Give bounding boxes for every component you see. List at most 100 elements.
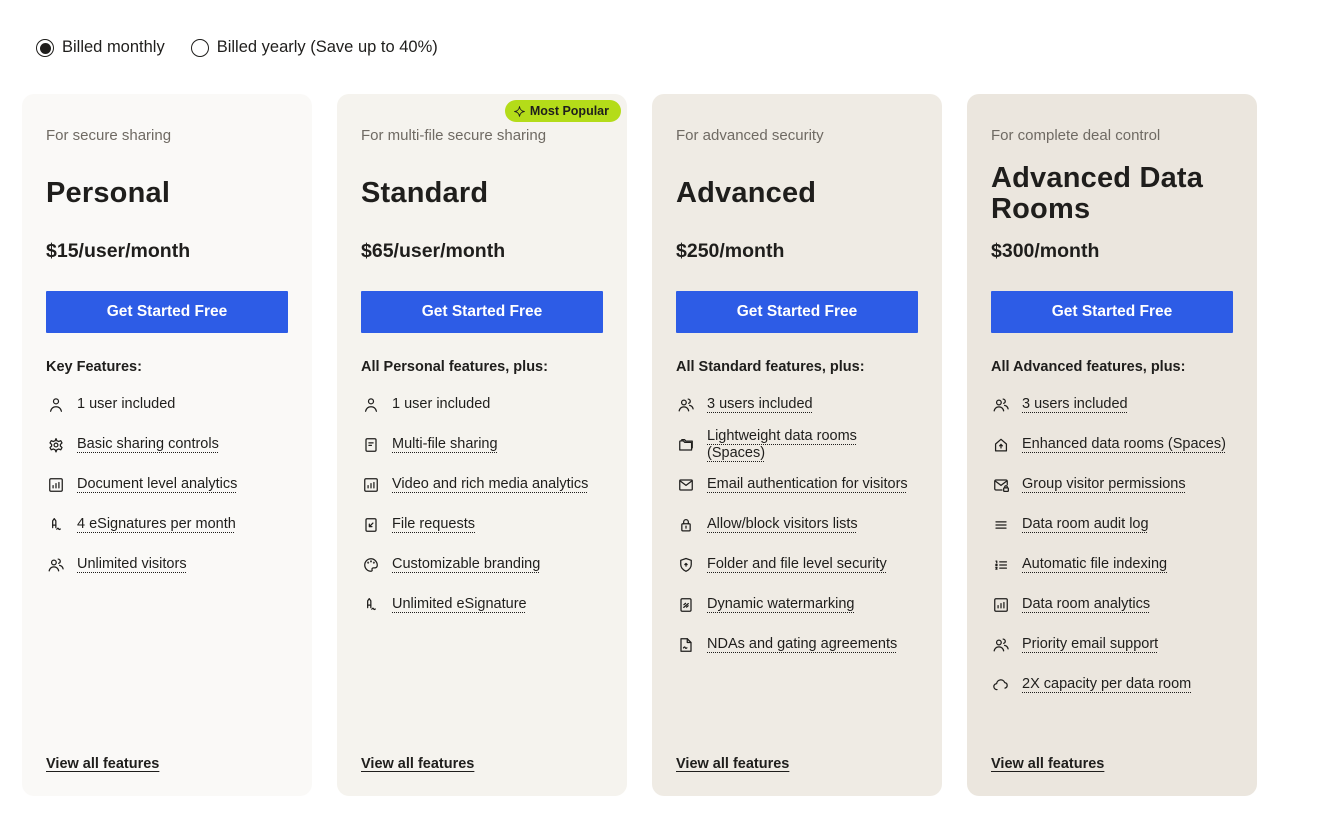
view-all-features-link[interactable]: View all features <box>991 756 1105 772</box>
feature-label[interactable]: Lightweight data rooms (Spaces) <box>707 427 857 461</box>
feature-label[interactable]: Allow/block visitors lists <box>707 516 858 533</box>
feature-item: Folder and file level security <box>676 545 918 585</box>
get-started-free-button[interactable]: Get Started Free <box>46 291 288 333</box>
users-icon <box>991 395 1011 415</box>
card-tagline: For advanced security <box>676 127 824 144</box>
feature-item: Unlimited visitors <box>46 545 288 585</box>
feature-label[interactable]: Automatic file indexing <box>1022 556 1168 573</box>
feature-label[interactable]: Data room audit log <box>1022 516 1149 533</box>
feature-label[interactable]: Document level analytics <box>77 476 238 493</box>
view-all-features-link[interactable]: View all features <box>361 756 475 772</box>
feature-label[interactable]: 2X capacity per data room <box>1022 676 1192 693</box>
esignature-icon <box>46 515 66 535</box>
feature-label[interactable]: Group visitor permissions <box>1022 476 1186 493</box>
mail-lock-icon <box>991 475 1011 495</box>
feature-item: Allow/block visitors lists <box>676 505 918 545</box>
feature-item: 1 user included <box>361 385 603 425</box>
badge-label: Most Popular <box>529 104 609 118</box>
gear-icon <box>46 435 66 455</box>
mail-icon <box>676 475 696 495</box>
billing-yearly-label[interactable]: Billed yearly (Save up to 40%) <box>216 38 438 56</box>
doc-sign-icon <box>676 635 696 655</box>
feature-label[interactable]: Customizable branding <box>392 556 541 573</box>
feature-item: 3 users included <box>991 385 1233 425</box>
feature-label[interactable]: Video and rich media analytics <box>392 476 589 493</box>
feature-label[interactable]: Folder and file level security <box>707 556 887 573</box>
doc-arrow-icon <box>361 515 381 535</box>
feature-label[interactable]: NDAs and gating agreements <box>707 636 898 653</box>
card-tagline: For secure sharing <box>46 127 172 144</box>
feature-label[interactable]: 3 users included <box>1022 396 1128 413</box>
pricing-card: For advanced security Advanced $250/mont… <box>652 94 942 796</box>
feature-item: Data room analytics <box>991 585 1233 625</box>
card-title: Personal <box>46 177 171 210</box>
feature-item: 3 users included <box>676 385 918 425</box>
esignature-icon <box>361 595 381 615</box>
feature-label[interactable]: Unlimited eSignature <box>392 596 527 613</box>
feature-item: File requests <box>361 505 603 545</box>
user-icon <box>46 395 66 415</box>
pricing-cards: For secure sharing Personal $15/user/mon… <box>22 94 1325 796</box>
feature-item: 1 user included <box>46 385 288 425</box>
card-title: Standard <box>361 177 489 210</box>
features-list: 3 users included Lightweight data rooms … <box>676 385 918 665</box>
feature-item: Email authentication for visitors <box>676 465 918 505</box>
features-heading: All Personal features, plus: <box>361 359 548 375</box>
view-all-features-link[interactable]: View all features <box>676 756 790 772</box>
feature-item: Dynamic watermarking <box>676 585 918 625</box>
feature-label[interactable]: Unlimited visitors <box>77 556 187 573</box>
feature-label[interactable]: Basic sharing controls <box>77 436 219 453</box>
billing-monthly-label[interactable]: Billed monthly <box>62 38 165 56</box>
features-heading: All Standard features, plus: <box>676 359 865 375</box>
list-ordered-icon <box>991 555 1011 575</box>
get-started-free-button[interactable]: Get Started Free <box>361 291 603 333</box>
feature-item: Customizable branding <box>361 545 603 585</box>
card-title: Advanced Data Rooms <box>991 161 1204 225</box>
users-icon <box>991 635 1011 655</box>
home-up-icon <box>991 435 1011 455</box>
chart-icon <box>361 475 381 495</box>
feature-item: Enhanced data rooms (Spaces) <box>991 425 1233 465</box>
get-started-free-button[interactable]: Get Started Free <box>676 291 918 333</box>
card-tagline: For multi-file secure sharing <box>361 127 547 144</box>
features-heading: All Advanced features, plus: <box>991 359 1186 375</box>
user-icon <box>361 395 381 415</box>
doc-watermark-icon <box>676 595 696 615</box>
feature-item: Priority email support <box>991 625 1233 665</box>
view-all-features-link[interactable]: View all features <box>46 756 160 772</box>
feature-item: Lightweight data rooms (Spaces) <box>676 425 918 465</box>
feature-label: 1 user included <box>392 396 491 413</box>
sparkle-icon <box>513 105 526 118</box>
feature-item: NDAs and gating agreements <box>676 625 918 665</box>
feature-label[interactable]: 3 users included <box>707 396 813 413</box>
billing-monthly-option[interactable]: Billed monthly <box>36 38 165 57</box>
feature-item: 4 eSignatures per month <box>46 505 288 545</box>
pricing-card: For complete deal control Advanced Data … <box>967 94 1257 796</box>
feature-label[interactable]: Email authentication for visitors <box>707 476 908 493</box>
card-price: $65/user/month <box>361 240 506 262</box>
feature-label[interactable]: Data room analytics <box>1022 596 1151 613</box>
card-tagline: For complete deal control <box>991 127 1161 144</box>
features-list: 1 user included Multi-file sharing Video… <box>361 385 603 625</box>
feature-item: Document level analytics <box>46 465 288 505</box>
card-price: $15/user/month <box>46 240 191 262</box>
card-price: $300/month <box>991 240 1100 262</box>
billing-monthly-radio[interactable] <box>36 38 54 57</box>
feature-item: Multi-file sharing <box>361 425 603 465</box>
feature-label[interactable]: 4 eSignatures per month <box>77 516 236 533</box>
billing-toggle: Billed monthly Billed yearly (Save up to… <box>0 0 1325 57</box>
lines-icon <box>991 515 1011 535</box>
billing-yearly-radio[interactable] <box>190 38 209 57</box>
features-list: 3 users included Enhanced data rooms (Sp… <box>991 385 1233 705</box>
chart-icon <box>46 475 66 495</box>
feature-label[interactable]: Dynamic watermarking <box>707 596 855 613</box>
feature-label[interactable]: Priority email support <box>1022 636 1159 653</box>
feature-label[interactable]: File requests <box>392 516 476 533</box>
feature-label[interactable]: Enhanced data rooms (Spaces) <box>1022 436 1226 453</box>
doc-icon <box>361 435 381 455</box>
folder-icon <box>676 435 696 455</box>
feature-label[interactable]: Multi-file sharing <box>392 436 498 453</box>
chart-icon <box>991 595 1011 615</box>
get-started-free-button[interactable]: Get Started Free <box>991 291 1233 333</box>
billing-yearly-option[interactable]: Billed yearly (Save up to 40%) <box>190 38 438 57</box>
